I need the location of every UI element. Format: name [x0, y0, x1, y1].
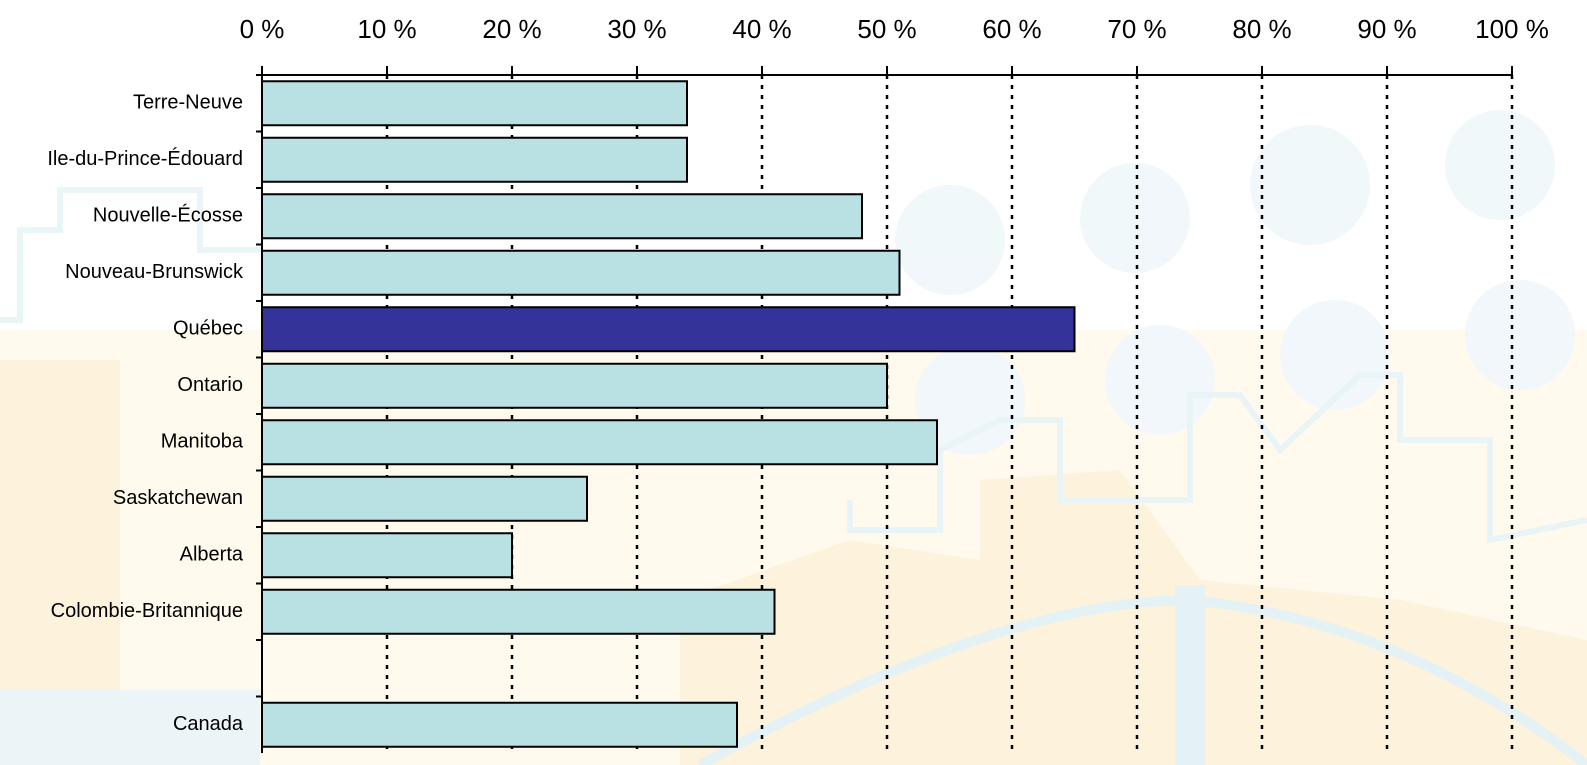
bar [261, 475, 588, 522]
x-tick-label: 0 % [240, 14, 285, 44]
y-tick-label: Canada [173, 713, 244, 735]
x-tick-label: 10 % [357, 14, 416, 44]
bar [261, 362, 888, 409]
x-tick-label: 60 % [982, 14, 1041, 44]
y-tick-label: Terre-Neuve [133, 92, 243, 114]
y-tick-label: Ontario [177, 374, 243, 396]
x-tick-label: 30 % [607, 14, 666, 44]
bar [261, 588, 776, 635]
y-tick-label: Québec [173, 318, 243, 340]
x-tick-label: 90 % [1357, 14, 1416, 44]
bar [261, 306, 1076, 353]
y-tick-label: Manitoba [161, 431, 244, 453]
y-tick-label: Colombie-Britannique [51, 600, 243, 622]
y-tick-label: Saskatchewan [113, 487, 243, 509]
y-tick-label: Ile-du-Prince-Édouard [47, 147, 243, 170]
x-tick-label: 50 % [857, 14, 916, 44]
bar [261, 136, 688, 183]
y-tick-label: Nouvelle-Écosse [93, 204, 243, 227]
bar [261, 532, 513, 579]
x-tick-label: 70 % [1107, 14, 1166, 44]
x-tick-label: 100 % [1475, 14, 1549, 44]
bar [261, 419, 938, 466]
y-tick-label: Nouveau-Brunswick [65, 261, 244, 283]
x-tick-label: 80 % [1232, 14, 1291, 44]
bar [261, 80, 688, 127]
x-tick-label: 40 % [732, 14, 791, 44]
bar [261, 193, 863, 240]
bar [261, 701, 738, 748]
x-tick-label: 20 % [482, 14, 541, 44]
y-tick-label: Alberta [180, 544, 244, 566]
bar [261, 249, 901, 296]
